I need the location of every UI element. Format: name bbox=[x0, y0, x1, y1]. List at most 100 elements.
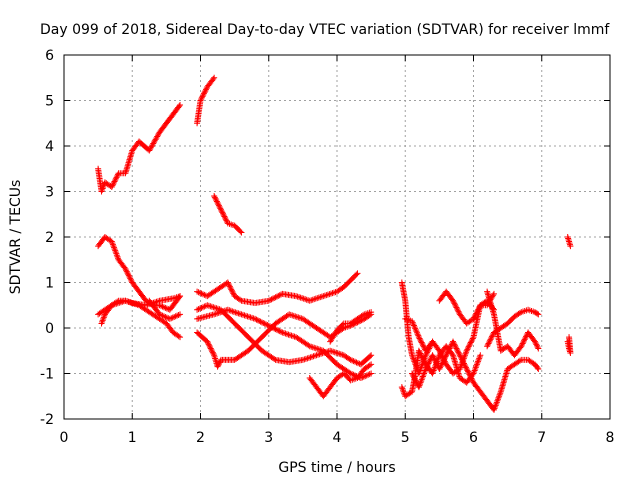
data-point bbox=[273, 326, 280, 333]
data-point bbox=[194, 306, 201, 313]
data-point bbox=[422, 365, 429, 372]
data-point bbox=[467, 339, 474, 346]
data-point bbox=[465, 345, 472, 352]
data-point bbox=[108, 183, 115, 190]
data-point bbox=[462, 363, 469, 370]
data-point bbox=[276, 292, 283, 299]
data-point bbox=[304, 355, 311, 362]
data-point bbox=[518, 343, 525, 350]
data-point bbox=[198, 96, 205, 103]
x-tick-label: 2 bbox=[196, 430, 205, 446]
data-point bbox=[432, 357, 439, 364]
data-point bbox=[200, 92, 207, 99]
data-point bbox=[312, 352, 319, 359]
y-tick-label: 1 bbox=[45, 276, 54, 292]
data-point bbox=[475, 306, 482, 313]
data-point bbox=[226, 282, 233, 289]
data-point bbox=[213, 197, 220, 204]
data-point bbox=[469, 376, 476, 383]
data-point bbox=[437, 364, 444, 371]
data-point bbox=[318, 293, 325, 300]
data-point bbox=[228, 287, 235, 294]
data-point bbox=[122, 265, 129, 272]
y-tick-label: 4 bbox=[45, 139, 54, 155]
data-point bbox=[535, 345, 542, 352]
data-point bbox=[320, 293, 327, 300]
data-point bbox=[294, 293, 301, 300]
data-point bbox=[420, 357, 427, 364]
data-point bbox=[253, 316, 260, 323]
data-point bbox=[202, 86, 209, 93]
data-point bbox=[264, 322, 271, 329]
data-point bbox=[177, 311, 184, 318]
x-tick-label: 4 bbox=[333, 430, 342, 446]
data-point bbox=[467, 372, 474, 379]
data-point bbox=[354, 270, 361, 277]
data-point bbox=[211, 194, 218, 201]
data-point bbox=[220, 210, 227, 217]
data-point bbox=[458, 356, 465, 363]
data-point bbox=[314, 295, 321, 302]
data-point bbox=[488, 333, 495, 340]
data-point bbox=[410, 322, 417, 329]
data-point bbox=[363, 372, 370, 379]
data-point bbox=[424, 363, 431, 370]
data-point bbox=[169, 314, 176, 321]
data-point bbox=[171, 313, 178, 320]
grid-lines bbox=[64, 55, 610, 419]
data-point bbox=[308, 297, 315, 304]
data-point bbox=[305, 342, 312, 349]
data-point bbox=[419, 354, 426, 361]
data-point bbox=[162, 313, 169, 320]
x-tick-label: 0 bbox=[60, 430, 69, 446]
data-point bbox=[256, 317, 263, 324]
data-point bbox=[490, 292, 497, 299]
data-point bbox=[233, 309, 240, 316]
data-point bbox=[317, 294, 324, 301]
data-point bbox=[328, 348, 335, 355]
data-point bbox=[534, 310, 541, 317]
data-point bbox=[522, 335, 529, 342]
data-point bbox=[312, 295, 319, 302]
data-point bbox=[111, 178, 118, 185]
data-point bbox=[417, 350, 424, 357]
data-point bbox=[470, 315, 477, 322]
data-point bbox=[415, 332, 422, 339]
data-point bbox=[452, 342, 459, 349]
data-point bbox=[207, 303, 214, 310]
data-point bbox=[456, 352, 463, 359]
data-point bbox=[436, 347, 443, 354]
data-point bbox=[198, 304, 205, 311]
data-point bbox=[329, 290, 336, 297]
data-point bbox=[214, 363, 221, 370]
data-point bbox=[177, 293, 184, 300]
data-point bbox=[199, 93, 206, 100]
data-point bbox=[412, 377, 419, 384]
data-point bbox=[451, 341, 458, 348]
data-point bbox=[112, 177, 119, 184]
data-point bbox=[411, 323, 418, 330]
data-point bbox=[215, 201, 222, 208]
data-point bbox=[177, 102, 184, 109]
data-point bbox=[417, 351, 424, 358]
data-point bbox=[204, 338, 211, 345]
data-point bbox=[228, 286, 235, 293]
data-point bbox=[237, 296, 244, 303]
data-point bbox=[487, 336, 494, 343]
data-point bbox=[444, 349, 451, 356]
data-point bbox=[409, 319, 416, 326]
data-point bbox=[410, 373, 417, 380]
data-point bbox=[566, 334, 573, 341]
data-point bbox=[365, 371, 372, 378]
data-point bbox=[307, 354, 314, 361]
data-point bbox=[315, 294, 322, 301]
data-point bbox=[330, 348, 337, 355]
data-point bbox=[353, 271, 360, 278]
data-point bbox=[206, 342, 213, 349]
data-point bbox=[366, 362, 373, 369]
data-point bbox=[257, 318, 264, 325]
data-point bbox=[271, 355, 278, 362]
data-point bbox=[123, 267, 130, 274]
data-point bbox=[199, 291, 206, 298]
data-point bbox=[449, 351, 456, 357]
